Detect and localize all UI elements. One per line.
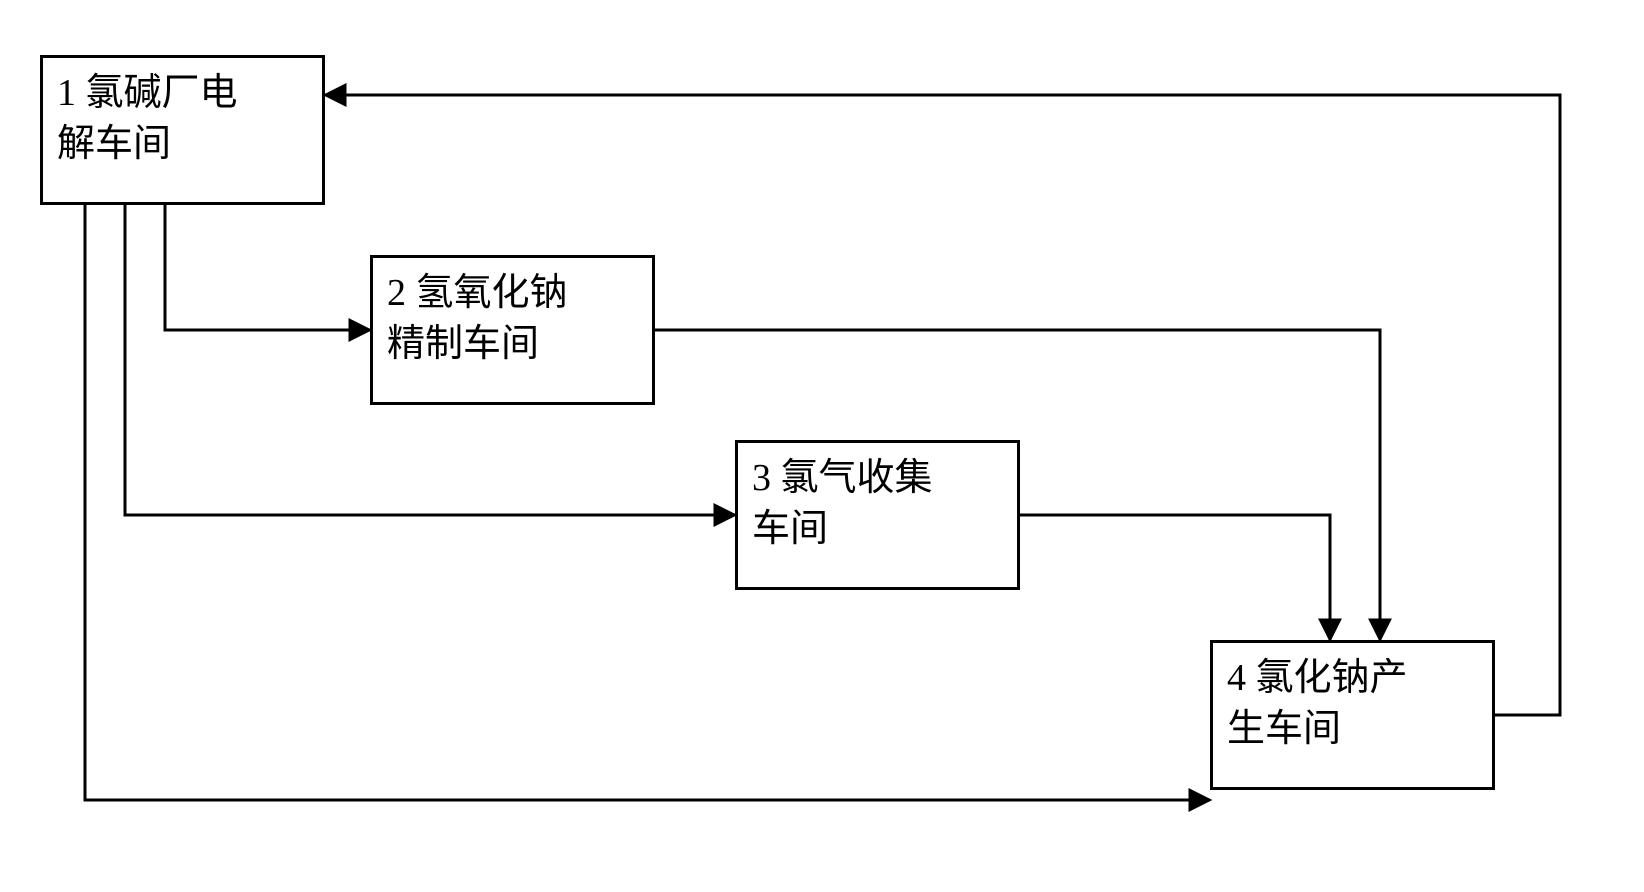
- flowchart-node-label: 1 氯碱厂电 解车间: [57, 68, 238, 171]
- flowchart-node-label: 3 氯气收集 车间: [752, 453, 933, 556]
- flowchart-node-n2: 2 氢氧化钠 精制车间: [370, 255, 655, 405]
- flowchart-edge-e_n3_n4: [1020, 515, 1330, 640]
- flowchart-node-n1: 1 氯碱厂电 解车间: [40, 55, 325, 205]
- flowchart-edge-e_n1_n2: [165, 205, 370, 330]
- flowchart-node-label: 2 氢氧化钠 精制车间: [387, 268, 568, 371]
- flowchart-edge-e_n4_n1: [325, 95, 1560, 715]
- flowchart-node-n4: 4 氯化钠产 生车间: [1210, 640, 1495, 790]
- flowchart-node-n3: 3 氯气收集 车间: [735, 440, 1020, 590]
- flowchart-canvas: 1 氯碱厂电 解车间 2 氢氧化钠 精制车间 3 氯气收集 车间 4 氯化钠产 生车间: [0, 0, 1644, 892]
- flowchart-node-label: 4 氯化钠产 生车间: [1227, 653, 1408, 756]
